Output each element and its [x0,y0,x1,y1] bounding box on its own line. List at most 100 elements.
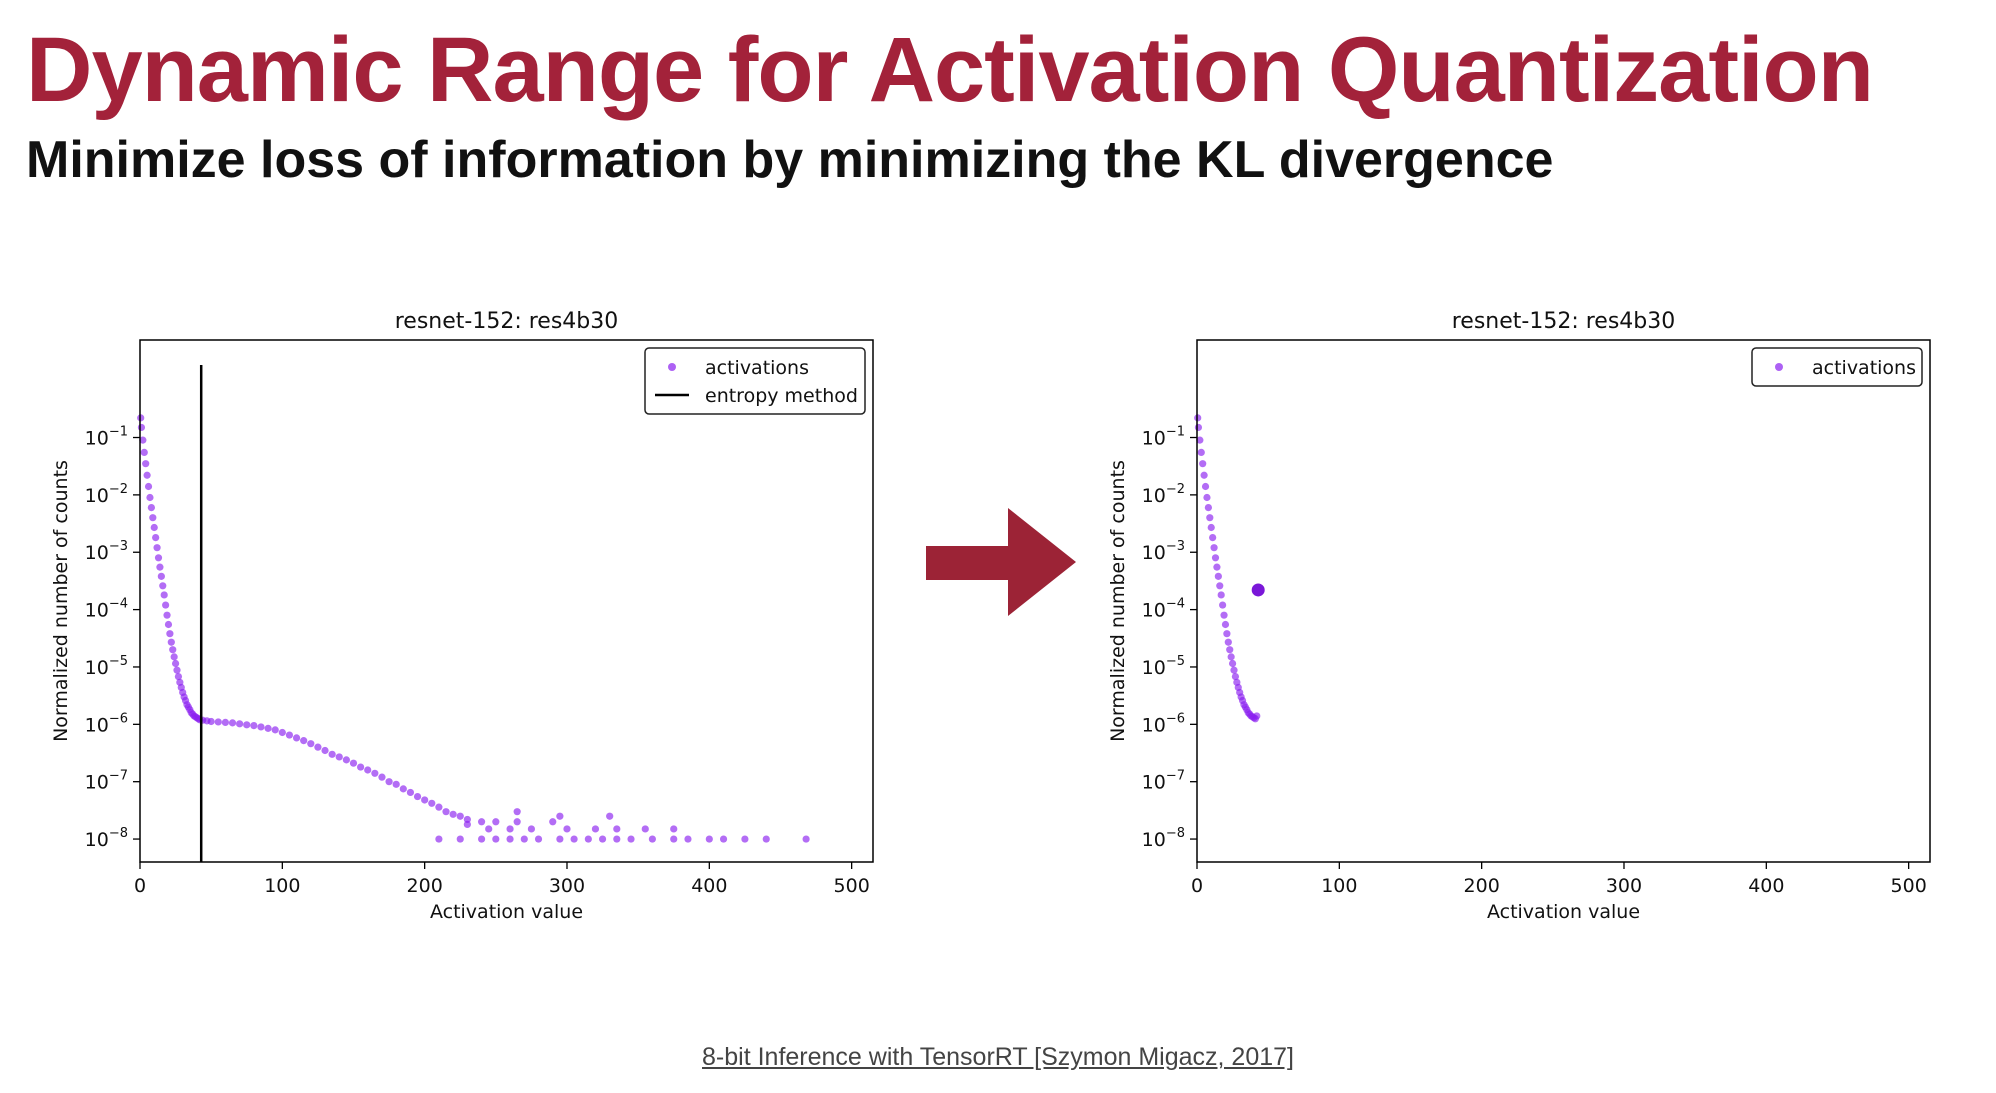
data-point [428,799,436,807]
data-point [456,835,464,843]
data-point [435,803,443,811]
data-point [371,769,379,777]
data-point [307,740,315,748]
x-tick-label: 100 [1321,875,1357,897]
data-point [584,835,592,843]
data-point [160,591,168,599]
data-point [1211,554,1220,562]
chart-right: resnet-152: res4b30 0 100 200 300 400 500 10−1 1… [1107,309,1931,923]
data-point [1231,672,1240,681]
data-point [167,638,175,646]
y-tick-label: 10−6 [85,711,128,736]
data-point [1197,448,1205,457]
data-point [364,766,372,774]
data-point [406,788,415,797]
data-point [221,718,229,727]
y-tick-label: 10−3 [85,539,128,564]
chart-title: resnet-152: res4b30 [395,309,619,334]
data-point [137,423,146,432]
data-point [613,825,621,833]
chart-title: resnet-152: res4b30 [1452,309,1676,334]
data-point [342,756,350,764]
data-point [463,820,471,829]
data-point [1201,482,1210,491]
data-point [442,808,450,816]
data-point [157,572,165,580]
data-point [641,825,649,833]
y-axis-label: Normalized number of counts [50,460,72,742]
x-tick-label: 100 [264,875,300,897]
y-tick-label: 10−5 [85,654,128,679]
data-point [527,825,536,833]
slide-subtitle: Minimize loss of information by minimizi… [26,131,1554,189]
data-point [166,630,174,638]
y-tick-label: 10−2 [85,482,128,507]
data-point [463,815,471,824]
data-point [648,835,656,843]
data-point [243,721,251,729]
data-point [591,825,600,833]
data-point [250,722,258,730]
data-point [1230,666,1238,674]
data-point [1253,712,1261,720]
data-point [456,812,464,820]
y-tick-label: 10−7 [1142,769,1185,794]
data-point [506,825,514,833]
data-point [570,835,578,843]
legend-marker-activations [668,363,676,371]
data-point [1219,601,1227,609]
data-point [1228,659,1237,668]
data-point [549,818,557,826]
data-point [144,482,153,491]
data-point [1224,638,1232,646]
data-point [392,780,400,788]
x-axis-label: Activation value [430,901,583,923]
data-point [271,726,279,734]
data-point [477,835,486,843]
data-point [154,554,163,562]
data-point [139,436,147,444]
data-point [335,753,343,761]
data-point [147,504,155,512]
data-point [150,523,158,532]
plot-frame [1196,339,1931,863]
data-point [300,737,308,745]
data-point [485,825,493,833]
data-point [174,672,183,681]
x-tick-label: 300 [1606,875,1642,897]
data-point [606,812,614,820]
data-point [228,719,237,727]
x-tick-label: 200 [1464,875,1500,897]
data-point [149,514,157,522]
data-point [1194,423,1203,432]
data-point [1213,563,1221,571]
legend-label: activations [705,357,809,379]
data-point [378,773,386,781]
y-tick-label: 10−1 [85,425,128,450]
data-point [1200,471,1208,479]
data-point [170,653,178,661]
highlight-point [1251,583,1265,597]
right-arrow-icon [926,508,1076,616]
data-point [357,763,365,771]
data-point [264,724,272,732]
legend-marker-activations [1775,363,1783,371]
y-tick-label: 10−6 [1142,711,1185,736]
data-point [477,818,486,826]
y-tick-label: 10−8 [1142,826,1185,851]
y-tick-label: 10−8 [85,826,128,851]
data-point [349,759,358,767]
data-point [169,646,177,654]
data-point [534,835,543,843]
legend-label: entropy method [705,385,858,407]
data-point [385,778,393,786]
data-point [627,835,635,843]
y-tick-label: 10−4 [1142,597,1185,622]
x-tick-label: 400 [1748,875,1784,897]
data-point [802,835,810,843]
citation-link[interactable]: 8-bit Inference with TensorRT [Szymon Mi… [702,1043,1294,1071]
data-point [314,743,322,751]
x-axis-label: Activation value [1487,901,1640,923]
data-point [719,835,728,843]
data-point [520,835,528,843]
